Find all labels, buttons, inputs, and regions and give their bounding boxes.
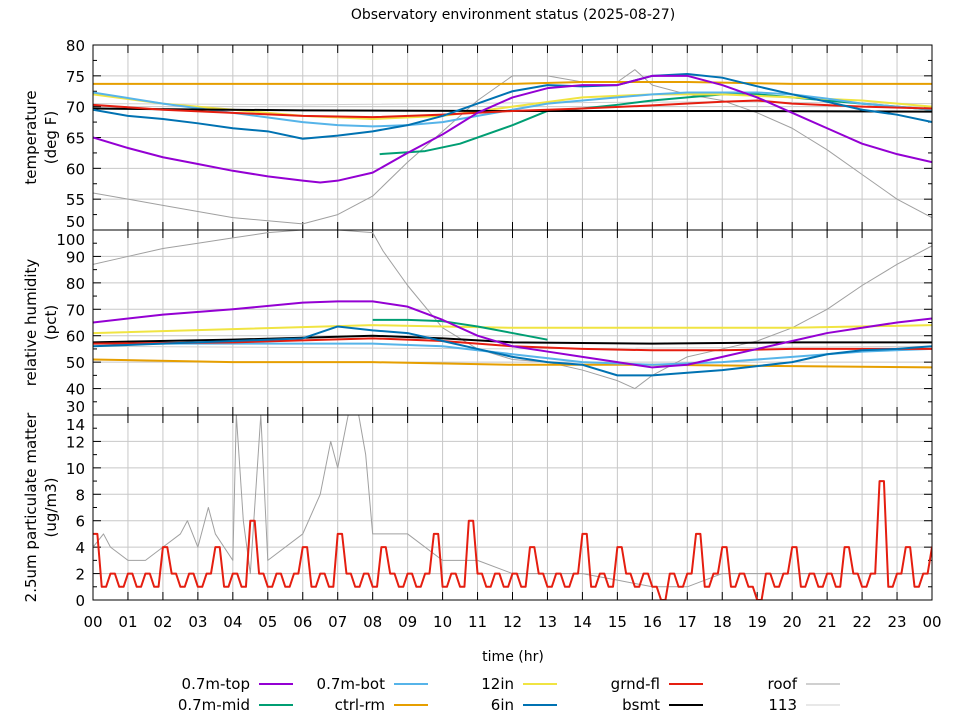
y-tick-label: 14	[66, 416, 85, 434]
y-axis-label: temperature (deg F)	[22, 90, 60, 184]
y-tick-label: 70	[66, 301, 85, 319]
legend-label-grnd-fl: grnd-fl	[611, 675, 660, 693]
y-axis-label-line: 2.5um particulate matter	[22, 412, 40, 602]
y-axis-label: 2.5um particulate matter (ug/m3)	[22, 412, 60, 602]
y-tick-label: 60	[66, 328, 85, 346]
y-tick-label: 75	[66, 68, 85, 86]
legend-label-12in: 12in	[481, 675, 514, 693]
series-line-0.7m-mid	[372, 318, 548, 341]
y-tick-label: 50	[66, 213, 85, 231]
x-tick-label: 22	[853, 613, 872, 631]
x-tick-label: 12	[503, 613, 522, 631]
legend-label-0.7m-top: 0.7m-top	[182, 675, 250, 693]
series-line-grnd-fl	[93, 99, 932, 119]
x-tick-label: 02	[153, 613, 172, 631]
series-line-6in	[93, 72, 932, 140]
x-tick-label: 23	[887, 613, 906, 631]
series-group	[93, 69, 932, 225]
legend-label-ctrl-rm: ctrl-rm	[335, 696, 385, 714]
y-axis-label-line: (deg F)	[42, 111, 60, 164]
y-tick-label: 50	[66, 354, 85, 372]
series-line-roof	[93, 415, 932, 588]
series-line-grnd-fl	[93, 480, 932, 600]
y-axis-label-line: (pct)	[42, 305, 60, 340]
y-axis-label-line: (ug/m3)	[42, 478, 60, 538]
series-line-0.7m-top	[93, 74, 932, 184]
x-tick-label: 06	[293, 613, 312, 631]
y-tick-label: 10	[66, 460, 85, 478]
x-tick-label: 00	[83, 613, 102, 631]
y-tick-label: 30	[66, 398, 85, 416]
y-tick-label: 40	[66, 381, 85, 399]
panel-0: 50 55 60 65 70 75 80 temperature (deg F)	[22, 37, 933, 231]
series-line-bsmt	[93, 334, 932, 345]
y-axis-label: relative humidity (pct)	[22, 259, 60, 387]
series-line-6in	[93, 325, 932, 377]
legend-label-bsmt: bsmt	[622, 696, 660, 714]
panel-frame	[92, 414, 933, 601]
x-tick-label: 11	[468, 613, 487, 631]
y-tick-label: 70	[66, 99, 85, 117]
y-tick-label: 80	[66, 37, 85, 55]
x-tick-label: 17	[678, 613, 697, 631]
x-tick-label: 13	[538, 613, 557, 631]
x-axis-label: time (hr)	[482, 649, 544, 665]
series-line-0.7m-bot	[93, 342, 932, 366]
y-tick-label: 60	[66, 160, 85, 178]
series-group	[93, 415, 932, 600]
legend-label-0.7m-bot: 0.7m-bot	[317, 675, 386, 693]
x-tick-label: 18	[713, 613, 732, 631]
x-tick-label: 03	[188, 613, 207, 631]
x-tick-label: 15	[608, 613, 627, 631]
legend-label-0.7m-mid: 0.7m-mid	[178, 696, 250, 714]
series-line-roof	[93, 69, 932, 225]
y-axis-label-line: temperature	[22, 90, 40, 184]
series-group	[93, 230, 932, 390]
x-tick-label: 14	[573, 613, 592, 631]
series-line-ctrl-rm	[93, 358, 932, 369]
series-line-0.7m-bot	[93, 91, 932, 128]
y-tick-label: 55	[66, 191, 85, 209]
y-tick-label: 2	[75, 566, 85, 584]
series-line-ctrl-rm	[93, 81, 932, 85]
x-tick-label: 21	[818, 613, 837, 631]
y-tick-label: 12	[66, 433, 85, 451]
x-tick-label: 07	[328, 613, 347, 631]
series-line-113	[93, 345, 932, 350]
y-tick-label: 100	[56, 231, 85, 249]
y-tick-label: 90	[66, 248, 85, 266]
legend-label-roof: roof	[768, 675, 798, 693]
x-tick-label: 00	[922, 613, 941, 631]
y-tick-label: 6	[75, 513, 85, 531]
x-tick-label: 04	[223, 613, 242, 631]
legend-label-6in: 6in	[491, 696, 514, 714]
x-tick-label: 09	[398, 613, 417, 631]
series-line-0.7m-top	[93, 300, 932, 369]
x-tick-label: 08	[363, 613, 382, 631]
y-tick-label: 0	[75, 592, 85, 610]
x-tick-label: 16	[643, 613, 662, 631]
x-tick-label: 10	[433, 613, 452, 631]
x-tick-label: 01	[118, 613, 137, 631]
series-line-roof	[93, 230, 932, 390]
y-tick-label: 65	[66, 130, 85, 148]
series-line-113	[93, 101, 932, 106]
y-tick-label: 4	[75, 539, 85, 557]
x-tick-label: 20	[783, 613, 802, 631]
x-tick-label: 19	[748, 613, 767, 631]
chart-title: Observatory environment status (2025-08-…	[351, 7, 675, 23]
y-tick-label: 80	[66, 275, 85, 293]
x-tick-label: 05	[258, 613, 277, 631]
y-axis-label-line: relative humidity	[22, 259, 40, 387]
legend-label-113: 113	[768, 696, 797, 714]
y-tick-label: 8	[75, 486, 85, 504]
